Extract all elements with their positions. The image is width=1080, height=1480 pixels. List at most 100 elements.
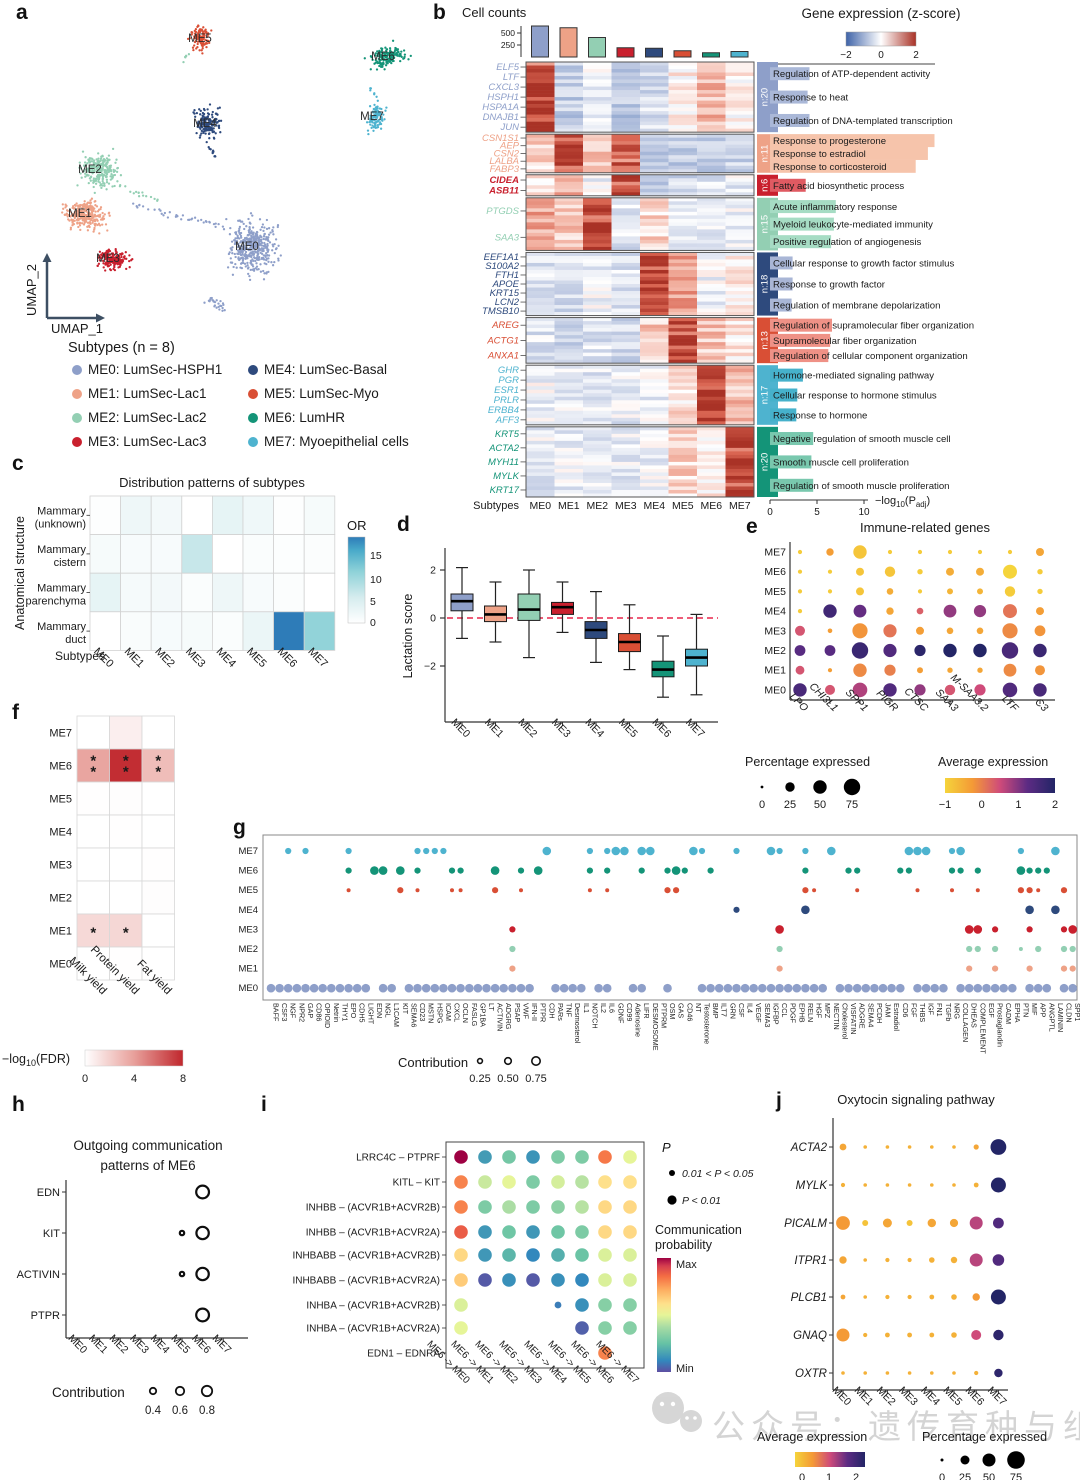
- svg-text:ME0: ME0: [66, 1332, 90, 1356]
- svg-text:0: 0: [82, 1073, 88, 1085]
- svg-text:Average expression: Average expression: [757, 1430, 867, 1444]
- svg-text:NGF: NGF: [289, 1003, 298, 1019]
- panel-b-label: b: [433, 1, 446, 24]
- svg-text:ITPR1: ITPR1: [794, 1255, 827, 1267]
- gene-label-TMSB10: TMSB10: [482, 306, 520, 317]
- panel-c-label: c: [12, 452, 24, 475]
- svg-text:−2: −2: [424, 661, 436, 673]
- dot-row-ME5: [797, 586, 1043, 597]
- svg-text:Contribution: Contribution: [398, 1055, 468, 1070]
- svg-text:parenchyma: parenchyma: [25, 596, 86, 608]
- svg-text:EPO: EPO: [349, 1003, 358, 1019]
- umap-cluster-label-ME1: ME1: [68, 208, 92, 220]
- svg-text:ME2: ME2: [107, 1332, 131, 1356]
- svg-text:ILT7: ILT7: [720, 1003, 729, 1017]
- svg-text:GP1BA: GP1BA: [478, 1003, 487, 1027]
- svg-text:L1CAM: L1CAM: [392, 1003, 401, 1027]
- box-ME5: [618, 604, 641, 671]
- gene-label-AFF3: AFF3: [495, 415, 520, 426]
- svg-text:IL2: IL2: [599, 1003, 608, 1013]
- svg-text:CD23: CD23: [418, 1003, 427, 1021]
- gene-label-MYLK: MYLK: [493, 471, 520, 482]
- svg-text:PICALM: PICALM: [784, 1218, 827, 1230]
- svg-text:ME1: LumSec-Lac1: ME1: LumSec-Lac1: [88, 386, 207, 401]
- umap-points-extra-ME2: [118, 185, 159, 202]
- svg-text:Mammary: Mammary: [37, 621, 86, 633]
- svg-text:FGF: FGF: [909, 1003, 918, 1018]
- svg-text:PIGR: PIGR: [874, 687, 901, 714]
- dot-row-ME0: [266, 983, 1077, 993]
- svg-text:Desmosterol: Desmosterol: [573, 1003, 582, 1044]
- gene-label-KRT17: KRT17: [490, 485, 520, 496]
- go-term: Response to heat: [773, 93, 849, 104]
- svg-text:OPIOID: OPIOID: [323, 1003, 332, 1028]
- svg-text:Average expression: Average expression: [938, 755, 1048, 769]
- go-term: Smooth muscle cell proliferation: [773, 457, 909, 468]
- umap-points-extra-ME7: [369, 87, 378, 98]
- umap-points-extra-ME0: [203, 296, 226, 312]
- svg-text:Min: Min: [676, 1363, 694, 1375]
- svg-text:Cell counts: Cell counts: [462, 5, 527, 20]
- svg-text:CD99: CD99: [625, 1003, 634, 1021]
- dot-row-2: [454, 1200, 637, 1214]
- svg-text:Mammary: Mammary: [37, 505, 86, 517]
- svg-text:ME5: ME5: [764, 586, 786, 598]
- svg-text:ME6: ME6: [650, 716, 674, 740]
- svg-text:15: 15: [370, 550, 382, 562]
- svg-text:Subtypes: Subtypes: [473, 500, 519, 512]
- gene-label-KRT15: KRT15: [490, 288, 520, 299]
- box-ME0: [450, 566, 474, 640]
- svg-text:ME2: ME2: [764, 645, 786, 657]
- svg-text:ADGRE: ADGRE: [858, 1003, 867, 1029]
- svg-text:Prostaglandin: Prostaglandin: [996, 1003, 1005, 1047]
- svg-text:EDN: EDN: [375, 1003, 384, 1018]
- gene-label-AEP: AEP: [499, 141, 520, 152]
- svg-text:LTF: LTF: [999, 693, 1021, 715]
- svg-text:ME3: ME3: [238, 924, 258, 935]
- gene-label-AREG: AREG: [491, 320, 519, 331]
- go-term: Cellular response to growth factor stimu…: [773, 258, 954, 269]
- panel-f-label: f: [12, 701, 19, 724]
- distribution-heatmap: Distribution patterns of subtypes Mammary…: [13, 475, 382, 670]
- legend-item-ME7: ME7: Myoepithelial cells: [248, 434, 409, 449]
- svg-text:ME7: ME7: [764, 547, 786, 559]
- svg-text:MYLK: MYLK: [796, 1180, 829, 1192]
- svg-text:C3: C3: [1032, 696, 1050, 714]
- gene-label-S100A2: S100A2: [485, 261, 520, 272]
- svg-text:probability: probability: [655, 1238, 713, 1252]
- dot-row-ME7: [797, 545, 1044, 559]
- gene-label-PTGDS: PTGDS: [486, 206, 519, 217]
- go-term: Response to corticosteroid: [773, 162, 887, 173]
- gene-label-ELF5: ELF5: [496, 62, 519, 73]
- svg-text:ME1: ME1: [852, 1384, 876, 1408]
- immune-dotplot: Immune-related genes ME7 ME6 ME5 ME4 ME3 ME2 ME…: [745, 520, 1058, 811]
- umap-points-ME7: [365, 99, 388, 136]
- svg-text:*: *: [123, 925, 129, 942]
- box-ME7: [685, 613, 708, 696]
- dot-row-3: [454, 1225, 637, 1239]
- svg-text:ME4: LumSec-Basal: ME4: LumSec-Basal: [264, 362, 387, 377]
- svg-text:PTPR: PTPR: [539, 1003, 548, 1022]
- oxytocin-dotplot: Oxytocin signaling pathway ACTA2 MYLK PICAL…: [757, 1092, 1047, 1480]
- svg-text:ME3: LumSec-Lac3: ME3: LumSec-Lac3: [88, 434, 207, 449]
- communication-dotplot: LRRC4C – PTPRF KITL – KIT INHBB – (ACVR1B+…: [292, 1140, 753, 1386]
- svg-text:IGF: IGF: [927, 1003, 936, 1016]
- gene-expression-colorbar: Gene expression (z-score) −2 0 2: [757, 6, 961, 65]
- svg-text:ME3: ME3: [896, 1384, 920, 1408]
- svg-text:4: 4: [131, 1073, 137, 1085]
- dot-row-ME6: [797, 564, 1043, 579]
- svg-text:Percentage expressed: Percentage expressed: [922, 1430, 1047, 1444]
- avg-expression-legend-j: Average expression 0 1 2: [757, 1430, 867, 1480]
- watermark: 公众号：遗传育种与组学: [652, 1392, 1080, 1445]
- svg-text:500: 500: [501, 28, 515, 38]
- dot-row-1: [454, 1175, 637, 1189]
- svg-text:ME1: ME1: [482, 716, 506, 740]
- svg-text:CCL: CCL: [780, 1003, 789, 1017]
- svg-text:ME5: LumSec-Myo: ME5: LumSec-Myo: [264, 386, 379, 401]
- svg-text:ME0: ME0: [238, 983, 258, 994]
- dot-row-PTPR: [195, 1307, 211, 1323]
